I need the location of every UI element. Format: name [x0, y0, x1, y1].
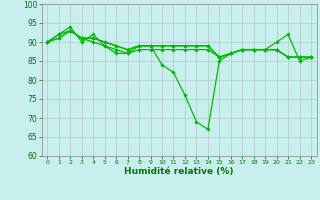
X-axis label: Humidité relative (%): Humidité relative (%)	[124, 167, 234, 176]
